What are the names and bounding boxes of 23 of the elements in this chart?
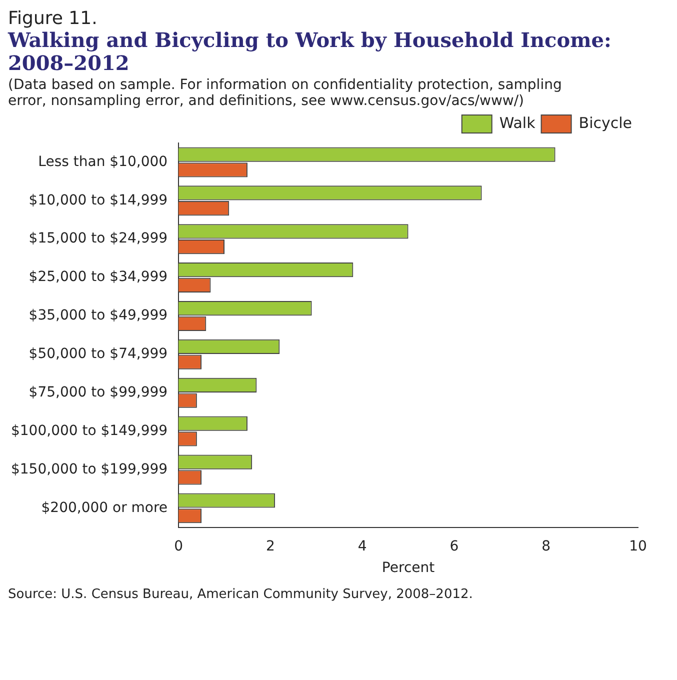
y-tick-label: $25,000 to $34,999 — [28, 269, 168, 286]
y-tick-label: $50,000 to $74,999 — [28, 346, 168, 362]
y-tick-label: $10,000 to $14,999 — [28, 192, 168, 208]
y-tick-label: $75,000 to $99,999 — [28, 384, 168, 400]
y-tick-label: $15,000 to $24,999 — [28, 230, 168, 247]
legend-label: Bicycle — [578, 114, 632, 132]
x-tick-label: 4 — [358, 538, 367, 554]
y-tick-label: $150,000 to $199,999 — [10, 461, 168, 478]
caption: Figure 11. — [8, 8, 98, 29]
source-note: Source: U.S. Census Bureau, American Community Survey, 2008–2012. — [8, 587, 474, 602]
chart-title: Walking and Bicycling to Work by Household Income: 2008–2012 — [8, 28, 612, 75]
y-tick-label: $100,000 to $149,999 — [10, 422, 168, 439]
y-tick-label: Less than $10,000 — [38, 154, 168, 170]
x-tick-label: 6 — [450, 538, 459, 554]
legend-label: Walk — [499, 114, 536, 132]
x-tick-label: 0 — [174, 538, 184, 554]
x-tick-label: 10 — [629, 538, 647, 554]
chart-subtitle: (Data based on sample. For information on confidentiality protection, sampling error, nonsampling error, and definitions, see www.census.gov/acs/www/) — [8, 77, 563, 109]
x-tick-label: 8 — [542, 538, 551, 554]
x-axis-title: Percent — [382, 560, 436, 576]
y-tick-label: $200,000 or more — [41, 500, 168, 516]
y-tick-label: $35,000 to $49,999 — [28, 308, 168, 324]
x-tick-label: 2 — [266, 538, 275, 554]
